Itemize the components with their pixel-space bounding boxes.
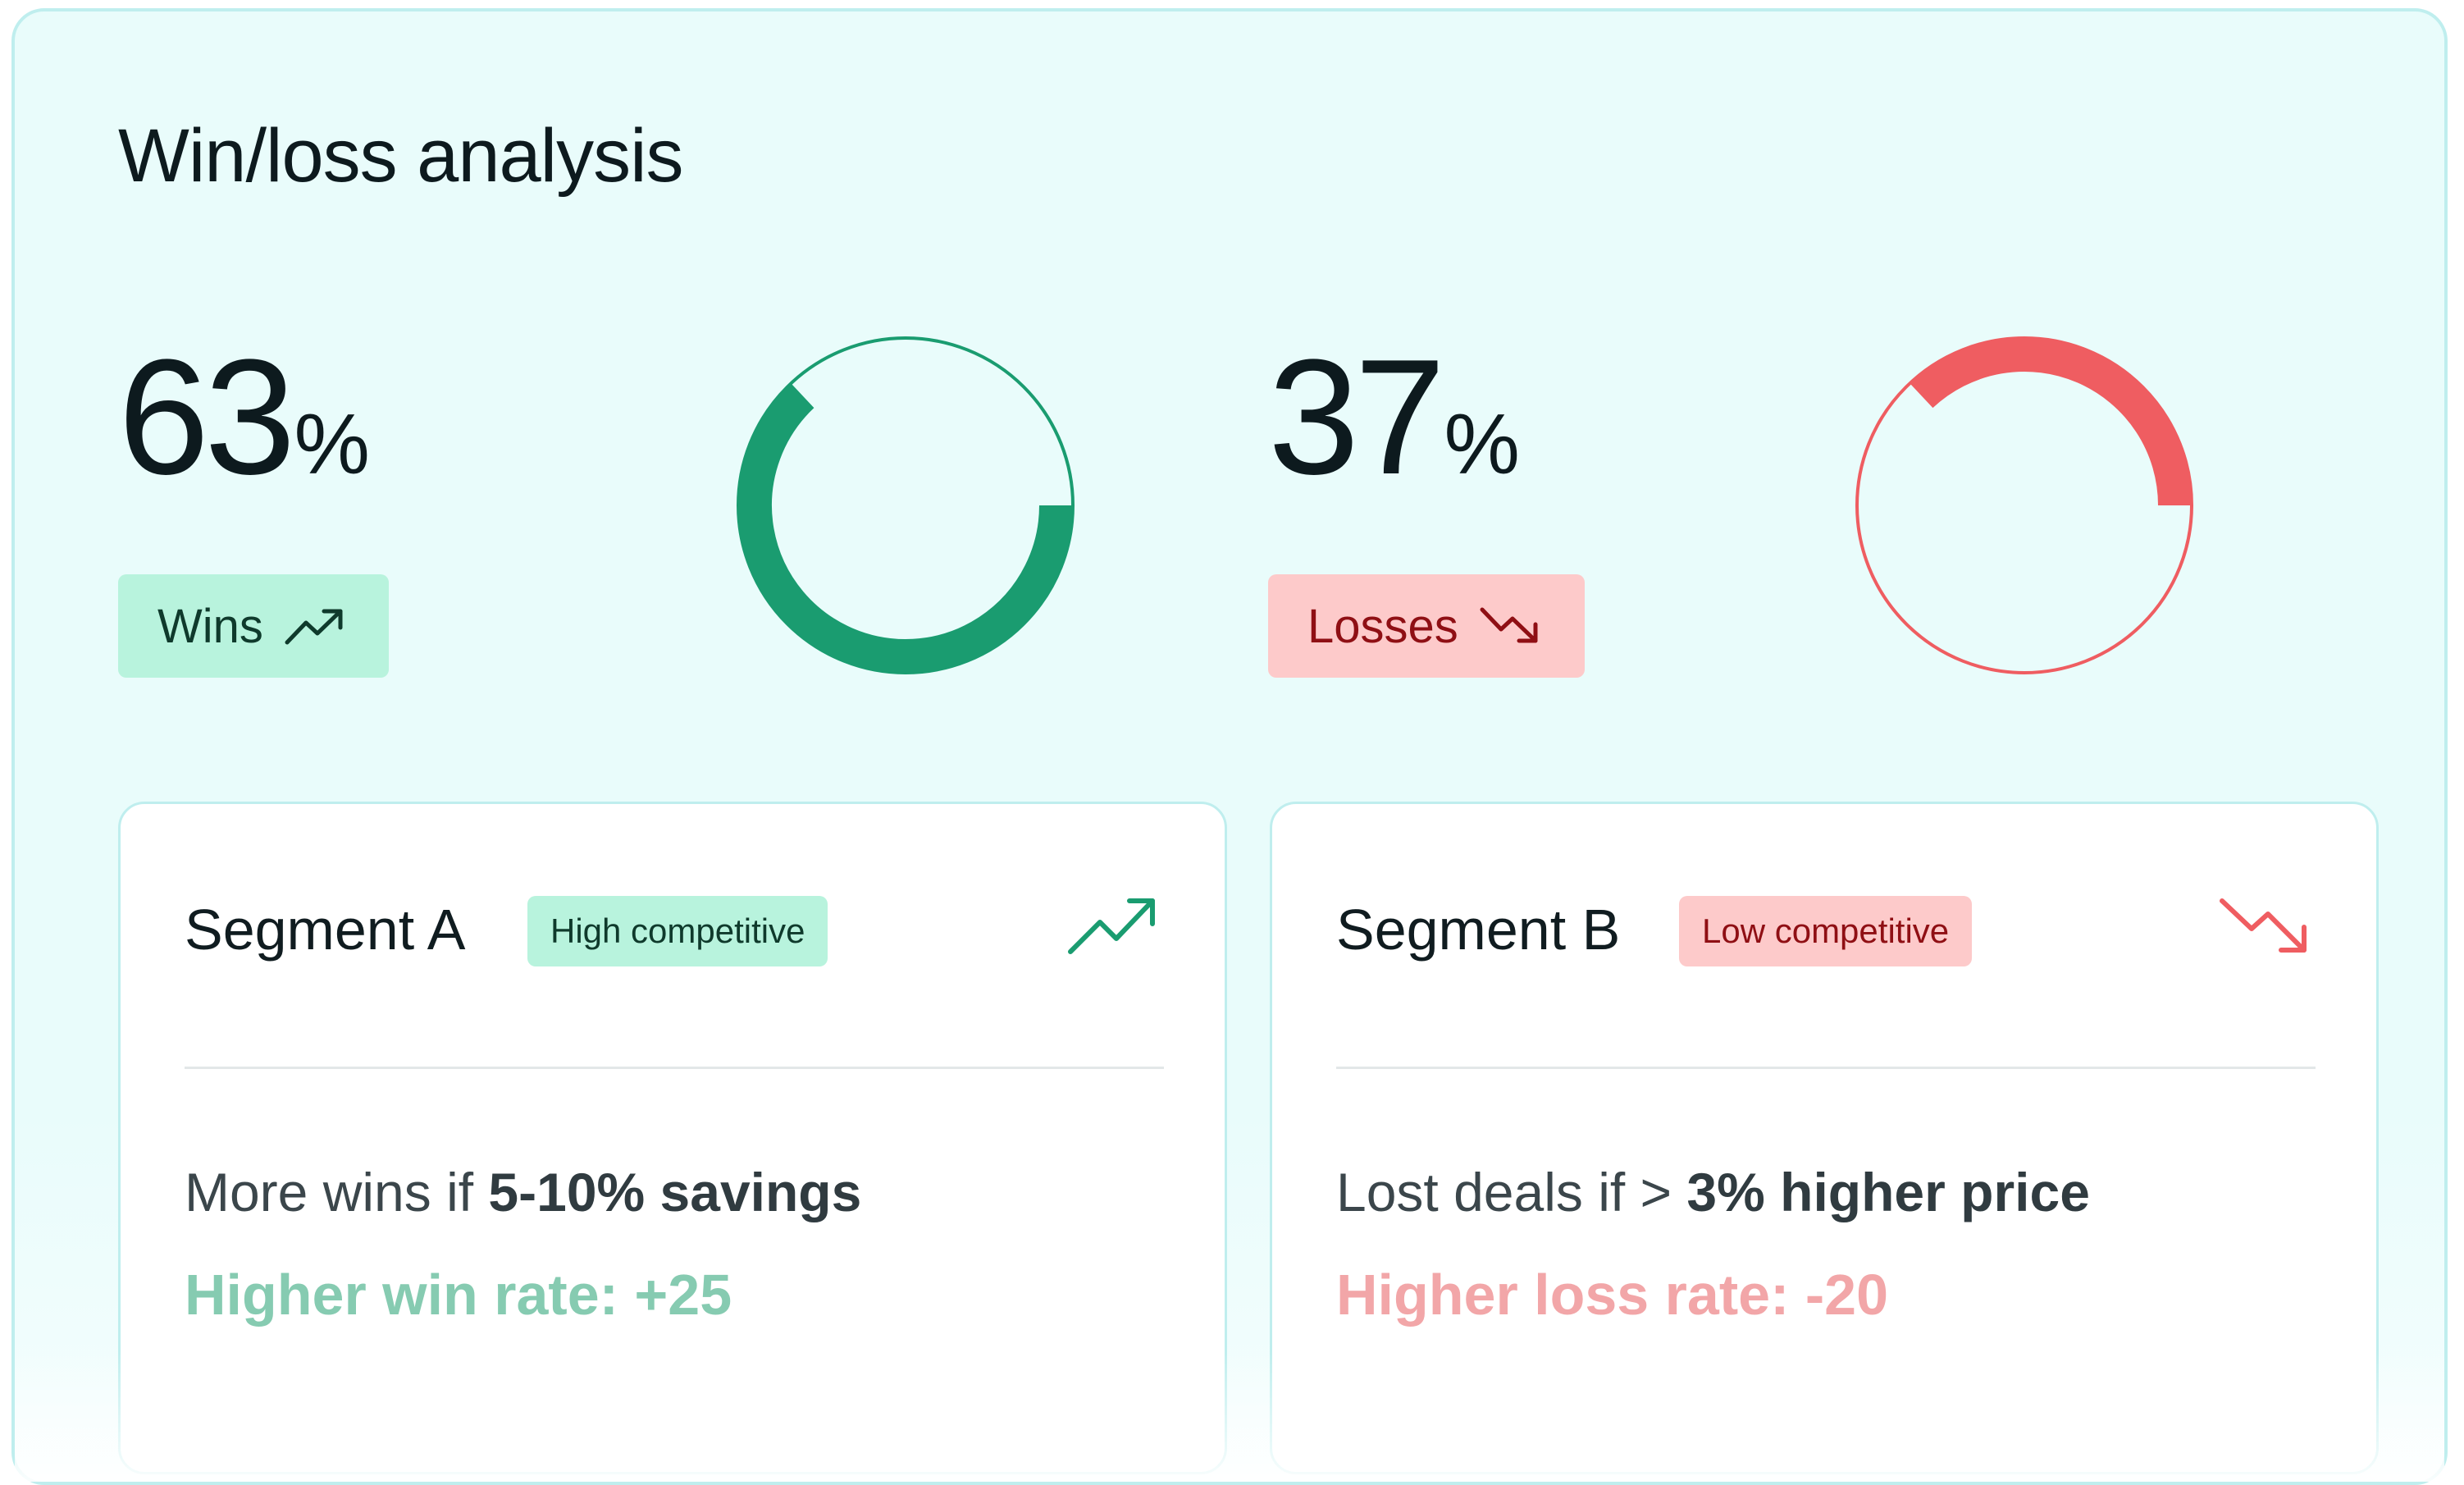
losses-metric: 37%: [1268, 336, 1520, 500]
wins-metric: 63%: [118, 336, 370, 500]
segment-a-divider: [185, 1067, 1164, 1069]
losses-badge-label: Losses: [1307, 599, 1458, 653]
trending-up-icon: [1067, 894, 1159, 961]
segment-b-condition: Lost deals if > 3% higher price: [1336, 1165, 2090, 1219]
segment-a-card: Segment A High competitive More wins if …: [118, 802, 1227, 1474]
wins-badge: Wins: [118, 574, 389, 678]
wins-donut-arc: [737, 382, 1074, 674]
segment-b-card: Segment B Low competitive Lost deals if …: [1270, 802, 2379, 1474]
win-loss-panel: Win/loss analysis 63% Wins 37% Losses: [11, 8, 2448, 1485]
segment-b-condition-highlight: 3% higher price: [1686, 1162, 2090, 1222]
segment-a-condition: More wins if 5-10% savings: [185, 1165, 861, 1219]
wins-unit: %: [294, 397, 370, 492]
segment-b-tag: Low competitive: [1679, 896, 1973, 966]
losses-value: 37: [1268, 326, 1445, 509]
segment-b-divider: [1336, 1067, 2316, 1069]
segment-b-title: Segment B: [1336, 898, 1621, 962]
wins-donut: [737, 336, 1075, 674]
losses-badge: Losses: [1268, 574, 1585, 678]
losses-donut-arc: [1909, 337, 2193, 506]
segment-a-tag: High competitive: [527, 896, 828, 966]
wins-value: 63: [118, 326, 295, 509]
segment-b-condition-prefix: Lost deals if >: [1336, 1162, 1687, 1222]
page-title: Win/loss analysis: [118, 114, 684, 198]
segment-a-condition-prefix: More wins if: [185, 1162, 489, 1222]
trending-down-icon: [2219, 894, 2311, 961]
losses-unit: %: [1444, 397, 1520, 492]
segment-a-title: Segment A: [185, 898, 466, 962]
trending-up-icon: [285, 606, 345, 646]
wins-badge-label: Wins: [157, 599, 263, 653]
losses-donut: [1855, 336, 2193, 674]
segment-b-rate: Higher loss rate: -20: [1336, 1263, 1888, 1327]
segment-a-condition-highlight: 5-10% savings: [488, 1162, 862, 1222]
segment-a-rate: Higher win rate: +25: [185, 1263, 732, 1327]
trending-down-icon: [1480, 606, 1540, 646]
